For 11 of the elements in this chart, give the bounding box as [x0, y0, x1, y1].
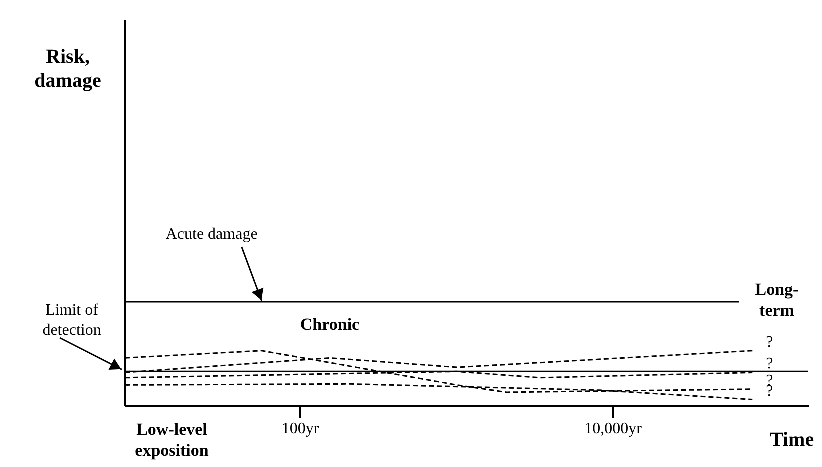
annotation: Acute damage: [166, 226, 258, 243]
x-tick-label: 100yr: [282, 420, 320, 438]
annotation: Long-term: [755, 280, 800, 320]
annotation: ?: [766, 334, 774, 351]
text: Risk, damage: [34, 46, 102, 92]
x-axis-title: Time: [770, 429, 814, 451]
annotation: Limit of detection: [42, 302, 102, 339]
x-tick-label: 10,000yr: [584, 420, 643, 438]
text: Low-level exposition: [135, 420, 210, 460]
annotation: Chronic: [300, 315, 360, 334]
annotation: ?: [766, 356, 774, 373]
